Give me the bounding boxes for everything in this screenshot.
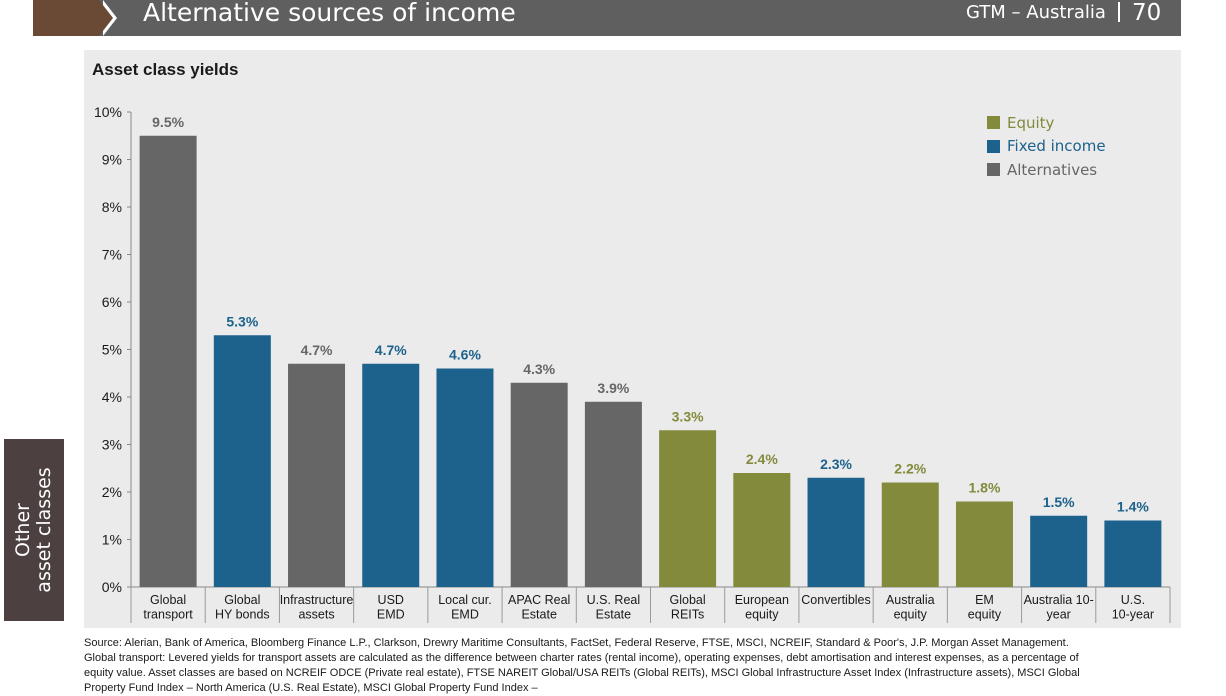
- bar: [584, 401, 642, 587]
- x-tick-label: Convertibles: [801, 593, 870, 607]
- y-tick-label: 5%: [102, 342, 122, 358]
- y-tick-label: 9%: [102, 152, 122, 168]
- source-note: Source: Alerian, Bank of America, Bloomb…: [84, 637, 1080, 694]
- region-label: GTM – Australia: [966, 2, 1106, 23]
- x-tick-label: transport: [143, 608, 193, 622]
- data-label: 3.9%: [597, 380, 629, 396]
- bar: [881, 482, 939, 587]
- x-tick-label: U.S. Real: [587, 593, 641, 607]
- x-tick-label: U.S.: [1121, 593, 1145, 607]
- x-tick-label: assets: [298, 608, 334, 622]
- legend-item: Alternatives: [987, 158, 1106, 182]
- bar: [807, 477, 865, 587]
- chart-title: Asset class yields: [92, 60, 239, 79]
- bar: [1104, 520, 1162, 587]
- x-tick-label: year: [1047, 608, 1071, 622]
- data-label: 9.5%: [152, 114, 184, 130]
- data-label: 4.6%: [449, 347, 481, 363]
- x-tick-label: 10-year: [1112, 608, 1154, 622]
- x-tick-label: HY bonds: [215, 608, 270, 622]
- side-tab: [4, 439, 64, 621]
- x-tick-label: Estate: [596, 608, 631, 622]
- y-tick-label: 6%: [102, 294, 122, 310]
- x-tick-label: USD: [378, 593, 404, 607]
- x-tick-label: APAC Real: [508, 593, 570, 607]
- bar: [436, 368, 494, 587]
- legend-item: Fixed income: [987, 135, 1106, 159]
- data-label: 2.4%: [746, 451, 778, 467]
- data-label: 5.3%: [226, 313, 258, 329]
- y-tick-label: 10%: [94, 104, 122, 120]
- data-label: 4.7%: [375, 342, 407, 358]
- bar: [213, 335, 271, 587]
- page-title: Alternative sources of income: [143, 0, 516, 27]
- page-number: 70: [1132, 0, 1162, 26]
- legend-swatch: [987, 163, 1000, 177]
- x-tick-label: Estate: [521, 608, 556, 622]
- data-label: 4.7%: [301, 342, 333, 358]
- bar: [362, 363, 420, 587]
- header-separator: [1118, 2, 1120, 22]
- y-tick-label: 8%: [102, 199, 122, 215]
- x-tick-label: equity: [745, 608, 779, 622]
- legend-label: Alternatives: [1007, 160, 1098, 179]
- y-tick-label: 7%: [102, 247, 122, 263]
- x-tick-label: Global: [670, 593, 706, 607]
- bar: [659, 430, 717, 587]
- x-tick-label: Australia: [886, 593, 935, 607]
- side-tab-label: Other asset classes: [12, 467, 55, 593]
- y-tick-label: 4%: [102, 389, 122, 405]
- x-tick-label: equity: [968, 608, 1002, 622]
- x-tick-label: EM: [975, 593, 994, 607]
- bar: [1030, 515, 1088, 587]
- bar: [955, 501, 1013, 587]
- x-tick-label: Global: [150, 593, 186, 607]
- data-label: 2.2%: [894, 461, 926, 477]
- legend-label: Equity: [1007, 113, 1055, 132]
- x-tick-label: REITs: [671, 608, 704, 622]
- data-label: 1.4%: [1117, 499, 1149, 515]
- legend-swatch: [987, 116, 1000, 130]
- header-bar: [33, 0, 1181, 36]
- x-tick-label: EMD: [377, 608, 405, 622]
- x-tick-label: EMD: [451, 608, 479, 622]
- bar: [510, 382, 568, 587]
- bar: [288, 363, 346, 587]
- data-label: 2.3%: [820, 456, 852, 472]
- legend-label: Fixed income: [1007, 137, 1106, 156]
- x-tick-label: equity: [894, 608, 928, 622]
- header-accent: [33, 0, 99, 36]
- chart-legend: Equity Fixed income Alternatives: [987, 111, 1106, 182]
- data-label: 1.5%: [1043, 494, 1075, 510]
- bar: [733, 473, 791, 587]
- y-tick-label: 1%: [102, 532, 122, 548]
- y-tick-label: 2%: [102, 484, 122, 500]
- bar: [139, 135, 197, 587]
- data-label: 4.3%: [523, 361, 555, 377]
- data-label: 1.8%: [969, 480, 1001, 496]
- x-tick-label: European: [735, 593, 789, 607]
- y-tick-label: 0%: [102, 579, 122, 595]
- header-chevron-inner: [99, 0, 113, 36]
- data-label: 3.3%: [672, 408, 704, 424]
- x-tick-label: Local cur.: [438, 593, 492, 607]
- x-tick-label: Australia 10-: [1024, 593, 1094, 607]
- y-tick-label: 3%: [102, 437, 122, 453]
- x-tick-label: Global: [224, 593, 260, 607]
- x-tick-label: Infrastructure: [280, 593, 354, 607]
- legend-item: Equity: [987, 111, 1106, 135]
- legend-swatch: [987, 139, 1000, 153]
